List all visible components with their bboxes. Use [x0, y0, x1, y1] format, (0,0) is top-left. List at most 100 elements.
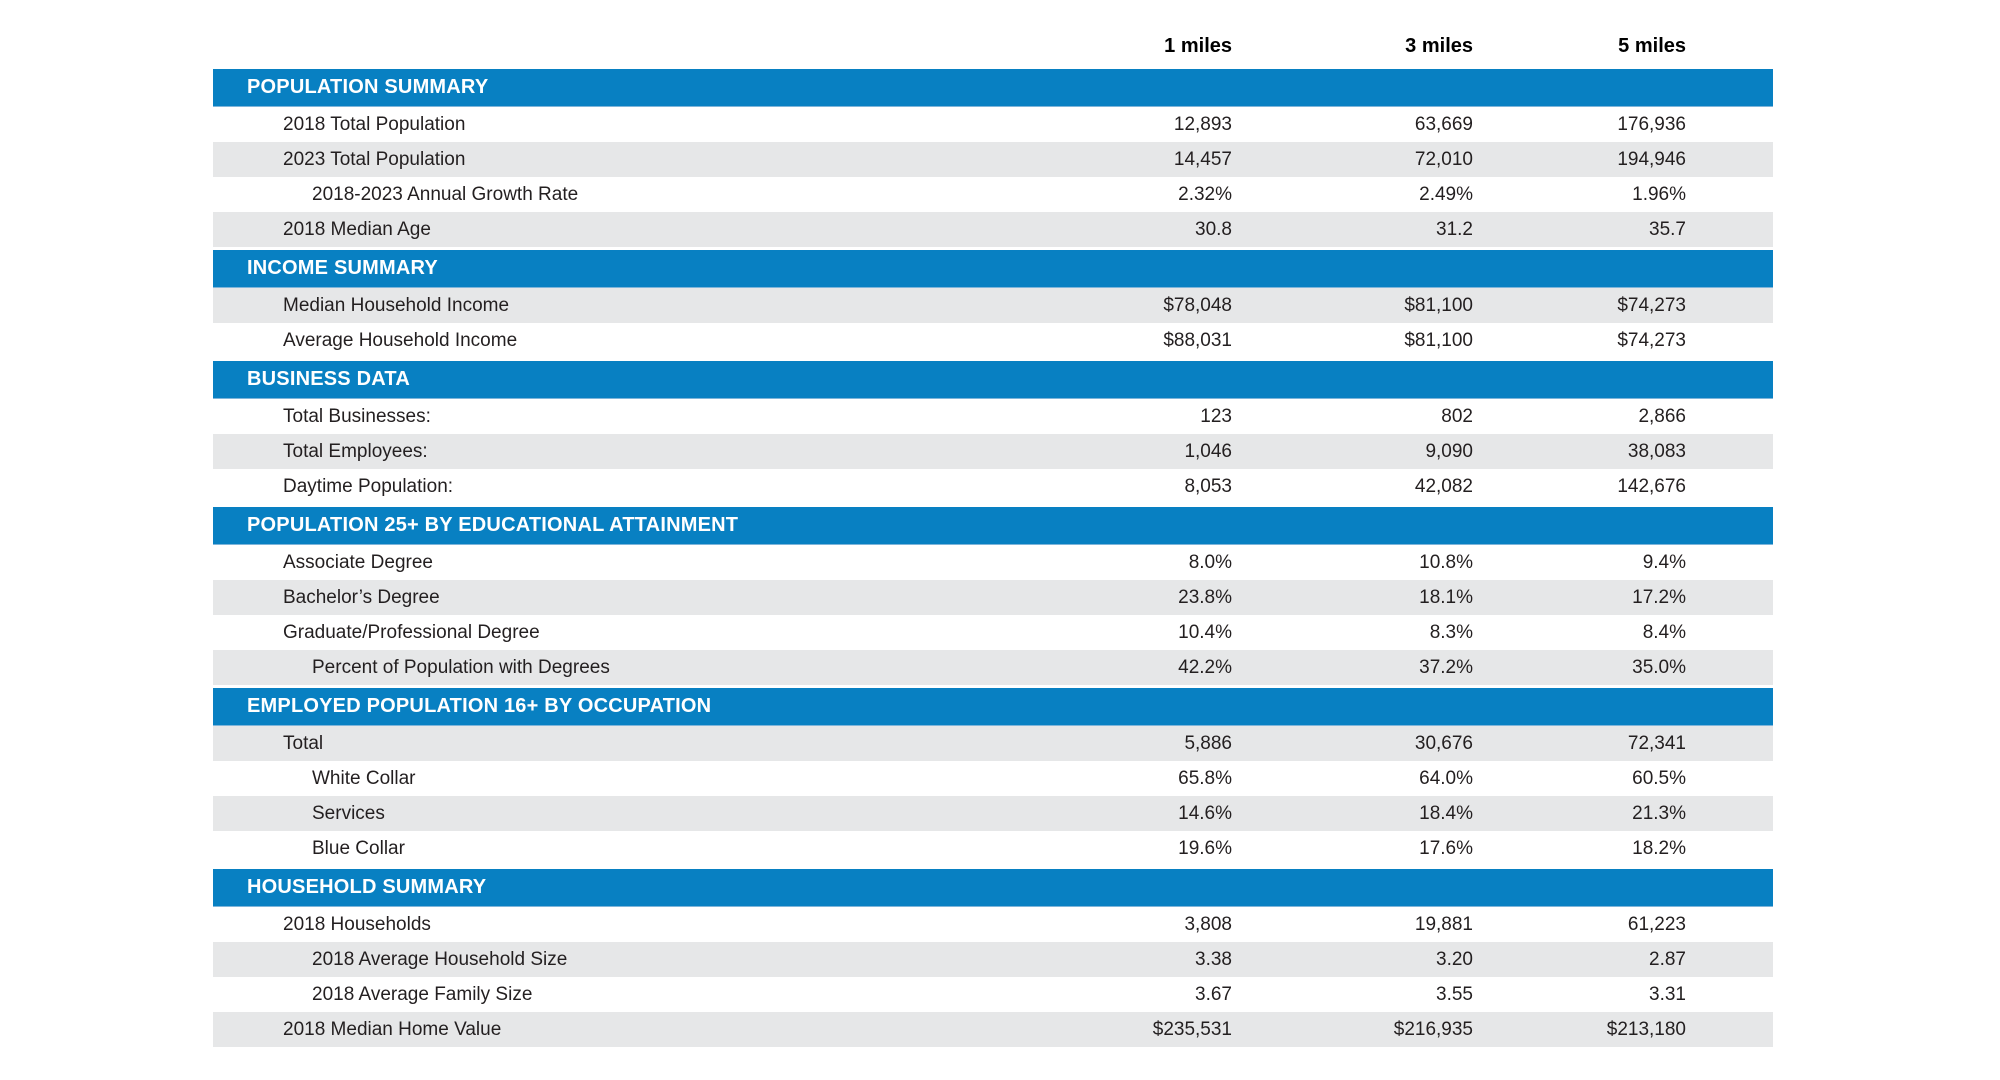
table-row: Median Household Income $78,048 $81,100 $74… [213, 288, 1773, 323]
row-value-3-miles: 8.3% [1429, 621, 1473, 643]
row-value-1-miles: 1,046 [1184, 440, 1232, 462]
row-value-3-miles: 19,881 [1414, 913, 1473, 935]
row-value-5-miles: $74,273 [1617, 329, 1686, 351]
row-value-5-miles: 61,223 [1627, 913, 1686, 935]
table-row: White Collar 65.8% 64.0% 60.5% [213, 761, 1773, 796]
table-row: Daytime Population: 8,053 42,082 142,676 [213, 469, 1773, 504]
row-value-5-miles: 8.4% [1642, 621, 1686, 643]
column-header-1-miles: 1 miles [1164, 35, 1232, 57]
row-label: Percent of Population with Degrees [312, 656, 610, 678]
row-value-5-miles: 2.87 [1649, 948, 1686, 970]
row-value-1-miles: 14.6% [1178, 802, 1232, 824]
row-value-3-miles: 17.6% [1419, 837, 1473, 859]
row-value-5-miles: 1.96% [1632, 183, 1686, 205]
row-value-5-miles: 21.3% [1632, 802, 1686, 824]
row-label: Services [312, 802, 385, 824]
section-header: BUSINESS DATA [213, 361, 1773, 399]
row-value-1-miles: 2.32% [1178, 183, 1232, 205]
row-value-5-miles: 18.2% [1632, 837, 1686, 859]
table-row: Blue Collar 19.6% 17.6% 18.2% [213, 831, 1773, 866]
row-label: Average Household Income [283, 329, 518, 351]
report-sections: POPULATION SUMMARY 2018 Total Population 1… [213, 69, 1773, 1047]
row-value-5-miles: 9.4% [1642, 551, 1686, 573]
row-value-5-miles: 72,341 [1627, 732, 1686, 754]
row-value-3-miles: 72,010 [1414, 148, 1473, 170]
row-value-3-miles: 63,669 [1414, 113, 1473, 135]
table-row: 2018 Average Household Size 3.38 3.20 2.87 [213, 942, 1773, 977]
row-value-3-miles: 10.8% [1419, 551, 1473, 573]
row-value-3-miles: $81,100 [1404, 294, 1473, 316]
row-value-5-miles: 142,676 [1617, 475, 1686, 497]
column-header-row: 1 miles 3 miles 5 miles [213, 24, 1773, 66]
table-row: Average Household Income $88,031 $81,100 $7… [213, 323, 1773, 358]
row-label: 2018 Median Age [283, 218, 431, 240]
table-row: Total Businesses: 123 802 2,866 [213, 399, 1773, 434]
row-label: Daytime Population: [283, 475, 454, 497]
row-value-3-miles: 37.2% [1419, 656, 1473, 678]
row-value-1-miles: 3.67 [1195, 983, 1232, 1005]
row-label: 2018 Households [283, 913, 431, 935]
table-row: Graduate/Professional Degree 10.4% 8.3% 8.4… [213, 615, 1773, 650]
row-value-3-miles: 802 [1441, 405, 1473, 427]
row-value-1-miles: 10.4% [1178, 621, 1232, 643]
row-label: Associate Degree [283, 551, 433, 573]
row-value-3-miles: 3.55 [1436, 983, 1473, 1005]
row-value-1-miles: 19.6% [1178, 837, 1232, 859]
row-label: 2018 Average Family Size [312, 983, 533, 1005]
table-row: 2018 Median Age 30.8 31.2 35.7 [213, 212, 1773, 247]
table-row: 2018 Average Family Size 3.67 3.55 3.31 [213, 977, 1773, 1012]
row-value-5-miles: 176,936 [1617, 113, 1686, 135]
table-row: 2018 Households 3,808 19,881 61,223 [213, 907, 1773, 942]
table-row: Services 14.6% 18.4% 21.3% [213, 796, 1773, 831]
table-row: Total 5,886 30,676 72,341 [213, 726, 1773, 761]
row-value-3-miles: 2.49% [1419, 183, 1473, 205]
row-value-1-miles: 3.38 [1195, 948, 1232, 970]
section-header: INCOME SUMMARY [213, 250, 1773, 288]
table-row: 2023 Total Population 14,457 72,010 194,946 [213, 142, 1773, 177]
row-value-1-miles: 12,893 [1173, 113, 1232, 135]
row-value-3-miles: 18.1% [1419, 586, 1473, 608]
row-value-1-miles: 23.8% [1178, 586, 1232, 608]
demographic-report-table: 1 miles 3 miles 5 miles POPULATION SUMMA… [213, 24, 1773, 1047]
row-label: Total Businesses: [283, 405, 431, 427]
row-value-1-miles: 65.8% [1178, 767, 1232, 789]
section-header: POPULATION 25+ BY EDUCATIONAL ATTAINMENT [213, 507, 1773, 545]
row-value-1-miles: $88,031 [1163, 329, 1232, 351]
row-label: White Collar [312, 767, 416, 789]
row-value-5-miles: 2,866 [1638, 405, 1686, 427]
row-label: Blue Collar [312, 837, 405, 859]
table-row: 2018 Median Home Value $235,531 $216,935 $2… [213, 1012, 1773, 1047]
row-value-1-miles: $78,048 [1163, 294, 1232, 316]
row-label: Total [283, 732, 324, 754]
row-value-3-miles: 9,090 [1425, 440, 1473, 462]
row-value-5-miles: $74,273 [1617, 294, 1686, 316]
row-value-3-miles: 64.0% [1419, 767, 1473, 789]
column-header-5-miles: 5 miles [1618, 35, 1686, 57]
row-value-3-miles: 30,676 [1414, 732, 1473, 754]
row-label: Graduate/Professional Degree [283, 621, 540, 643]
row-value-1-miles: 8.0% [1188, 551, 1232, 573]
table-row: 2018-2023 Annual Growth Rate 2.32% 2.49% 1.… [213, 177, 1773, 212]
row-value-1-miles: 3,808 [1184, 913, 1232, 935]
section-header: EMPLOYED POPULATION 16+ BY OCCUPATION [213, 688, 1773, 726]
table-row: Bachelor’s Degree 23.8% 18.1% 17.2% [213, 580, 1773, 615]
row-value-1-miles: 123 [1200, 405, 1232, 427]
row-label: 2023 Total Population [283, 148, 466, 170]
row-value-3-miles: 42,082 [1414, 475, 1473, 497]
row-label: 2018 Median Home Value [283, 1018, 502, 1040]
table-row: Total Employees: 1,046 9,090 38,083 [213, 434, 1773, 469]
row-value-1-miles: 5,886 [1184, 732, 1232, 754]
row-label: Median Household Income [283, 294, 510, 316]
row-value-3-miles: $216,935 [1393, 1018, 1473, 1040]
section-header: POPULATION SUMMARY [213, 69, 1773, 107]
row-value-1-miles: 14,457 [1173, 148, 1232, 170]
row-value-5-miles: 35.7 [1649, 218, 1686, 240]
column-header-3-miles: 3 miles [1405, 35, 1473, 57]
row-value-3-miles: 3.20 [1436, 948, 1473, 970]
row-value-5-miles: 17.2% [1632, 586, 1686, 608]
row-label: 2018 Average Household Size [312, 948, 568, 970]
table-row: Percent of Population with Degrees 42.2% 3… [213, 650, 1773, 685]
row-label: 2018-2023 Annual Growth Rate [312, 183, 579, 205]
row-value-3-miles: 31.2 [1436, 218, 1473, 240]
row-label: Bachelor’s Degree [283, 586, 440, 608]
